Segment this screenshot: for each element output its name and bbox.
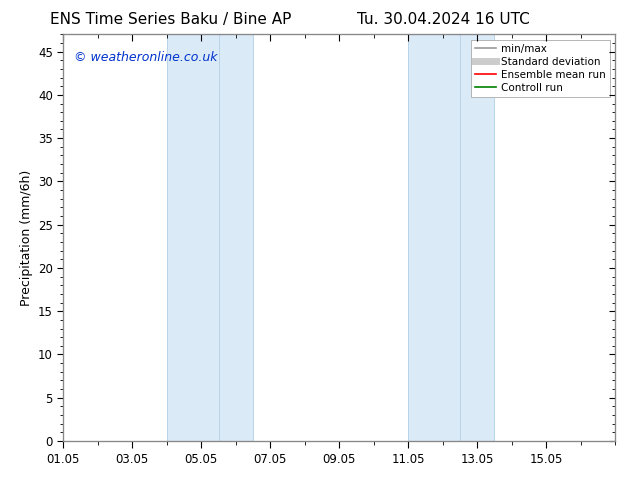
Y-axis label: Precipitation (mm/6h): Precipitation (mm/6h) bbox=[20, 170, 32, 306]
Bar bbox=[408, 34, 495, 441]
Bar bbox=[167, 34, 253, 441]
Text: ENS Time Series Baku / Bine AP: ENS Time Series Baku / Bine AP bbox=[51, 12, 292, 27]
Text: © weatheronline.co.uk: © weatheronline.co.uk bbox=[74, 50, 218, 64]
Text: Tu. 30.04.2024 16 UTC: Tu. 30.04.2024 16 UTC bbox=[358, 12, 530, 27]
Legend: min/max, Standard deviation, Ensemble mean run, Controll run: min/max, Standard deviation, Ensemble me… bbox=[470, 40, 610, 97]
